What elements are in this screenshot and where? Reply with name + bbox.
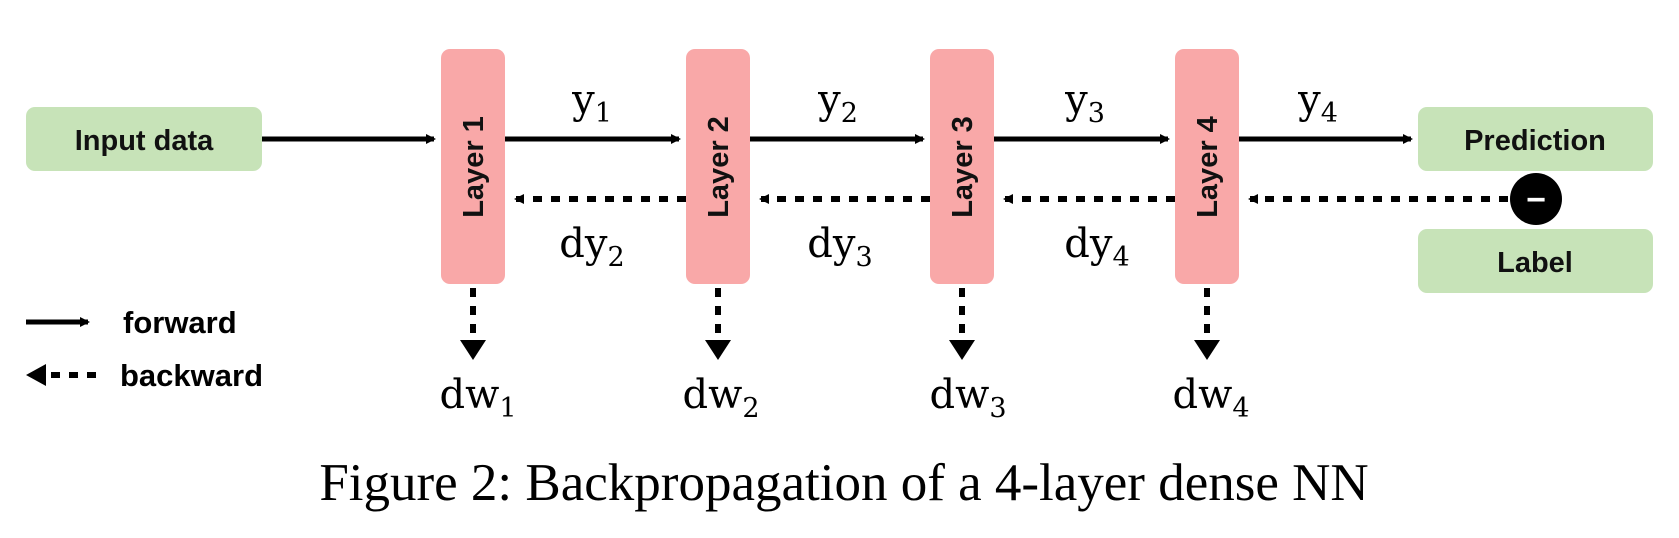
legend-backward-label: backward (120, 358, 263, 393)
subtract-circle (1510, 173, 1562, 225)
weight-arrowhead-4 (1194, 340, 1220, 360)
activation-label-y1: y1 (571, 77, 612, 129)
weight-gradient-arrows (470, 288, 1210, 346)
minus-icon: − (1526, 181, 1546, 219)
legend-backward-arrowhead (26, 364, 46, 386)
weight-arrowhead-3 (949, 340, 975, 360)
weight-label-dw4: dw4 (1172, 372, 1249, 424)
weight-gradient-labels: dw1 dw2 dw3 dw4 (439, 372, 1249, 424)
input-data-box (26, 107, 262, 171)
layer-2-node: Layer 2 (686, 49, 750, 284)
prediction-node: Prediction (1418, 107, 1653, 171)
gradient-label-dy4: dy4 (1064, 221, 1129, 273)
layer-4-label: Layer 4 (1192, 116, 1224, 218)
subtract-node: − (1510, 173, 1562, 225)
figure-caption: Figure 2: Backpropagation of a 4-layer d… (319, 454, 1368, 512)
layer-4-box (1175, 49, 1239, 284)
legend-forward-label: forward (123, 305, 237, 340)
layer-1-box (441, 49, 505, 284)
activation-label-y3: y3 (1064, 77, 1105, 129)
label-box (1418, 229, 1653, 293)
layer-3-box (930, 49, 994, 284)
layer-4-node: Layer 4 (1175, 49, 1239, 284)
label-node: Label (1418, 229, 1653, 293)
weight-label-dw1: dw1 (439, 372, 516, 424)
gradient-labels: dy2 dy3 dy4 (559, 221, 1129, 273)
label-label: Label (1497, 247, 1573, 279)
gradient-label-dy3: dy3 (807, 221, 872, 273)
layer-2-label: Layer 2 (703, 116, 735, 218)
layer-2-box (686, 49, 750, 284)
layer-3-node: Layer 3 (930, 49, 994, 284)
weight-arrowhead-1 (460, 340, 486, 360)
weight-label-dw2: dw2 (682, 372, 759, 424)
weight-label-dw3: dw3 (929, 372, 1006, 424)
input-data-node: Input data (26, 107, 262, 171)
legend: forward backward (26, 305, 263, 393)
input-data-label: Input data (75, 125, 214, 157)
prediction-box (1418, 107, 1653, 171)
weight-gradient-arrowheads (460, 340, 1220, 360)
layer-3-label: Layer 3 (947, 116, 979, 218)
prediction-label: Prediction (1464, 125, 1606, 157)
layer-1-label: Layer 1 (458, 116, 490, 218)
activation-label-y2: y2 (817, 77, 858, 129)
activation-labels: y1 y2 y3 y4 (571, 77, 1338, 129)
weight-arrowhead-2 (705, 340, 731, 360)
activation-label-y4: y4 (1297, 77, 1338, 129)
layer-1-node: Layer 1 (441, 49, 505, 284)
gradient-label-dy2: dy2 (559, 221, 624, 273)
